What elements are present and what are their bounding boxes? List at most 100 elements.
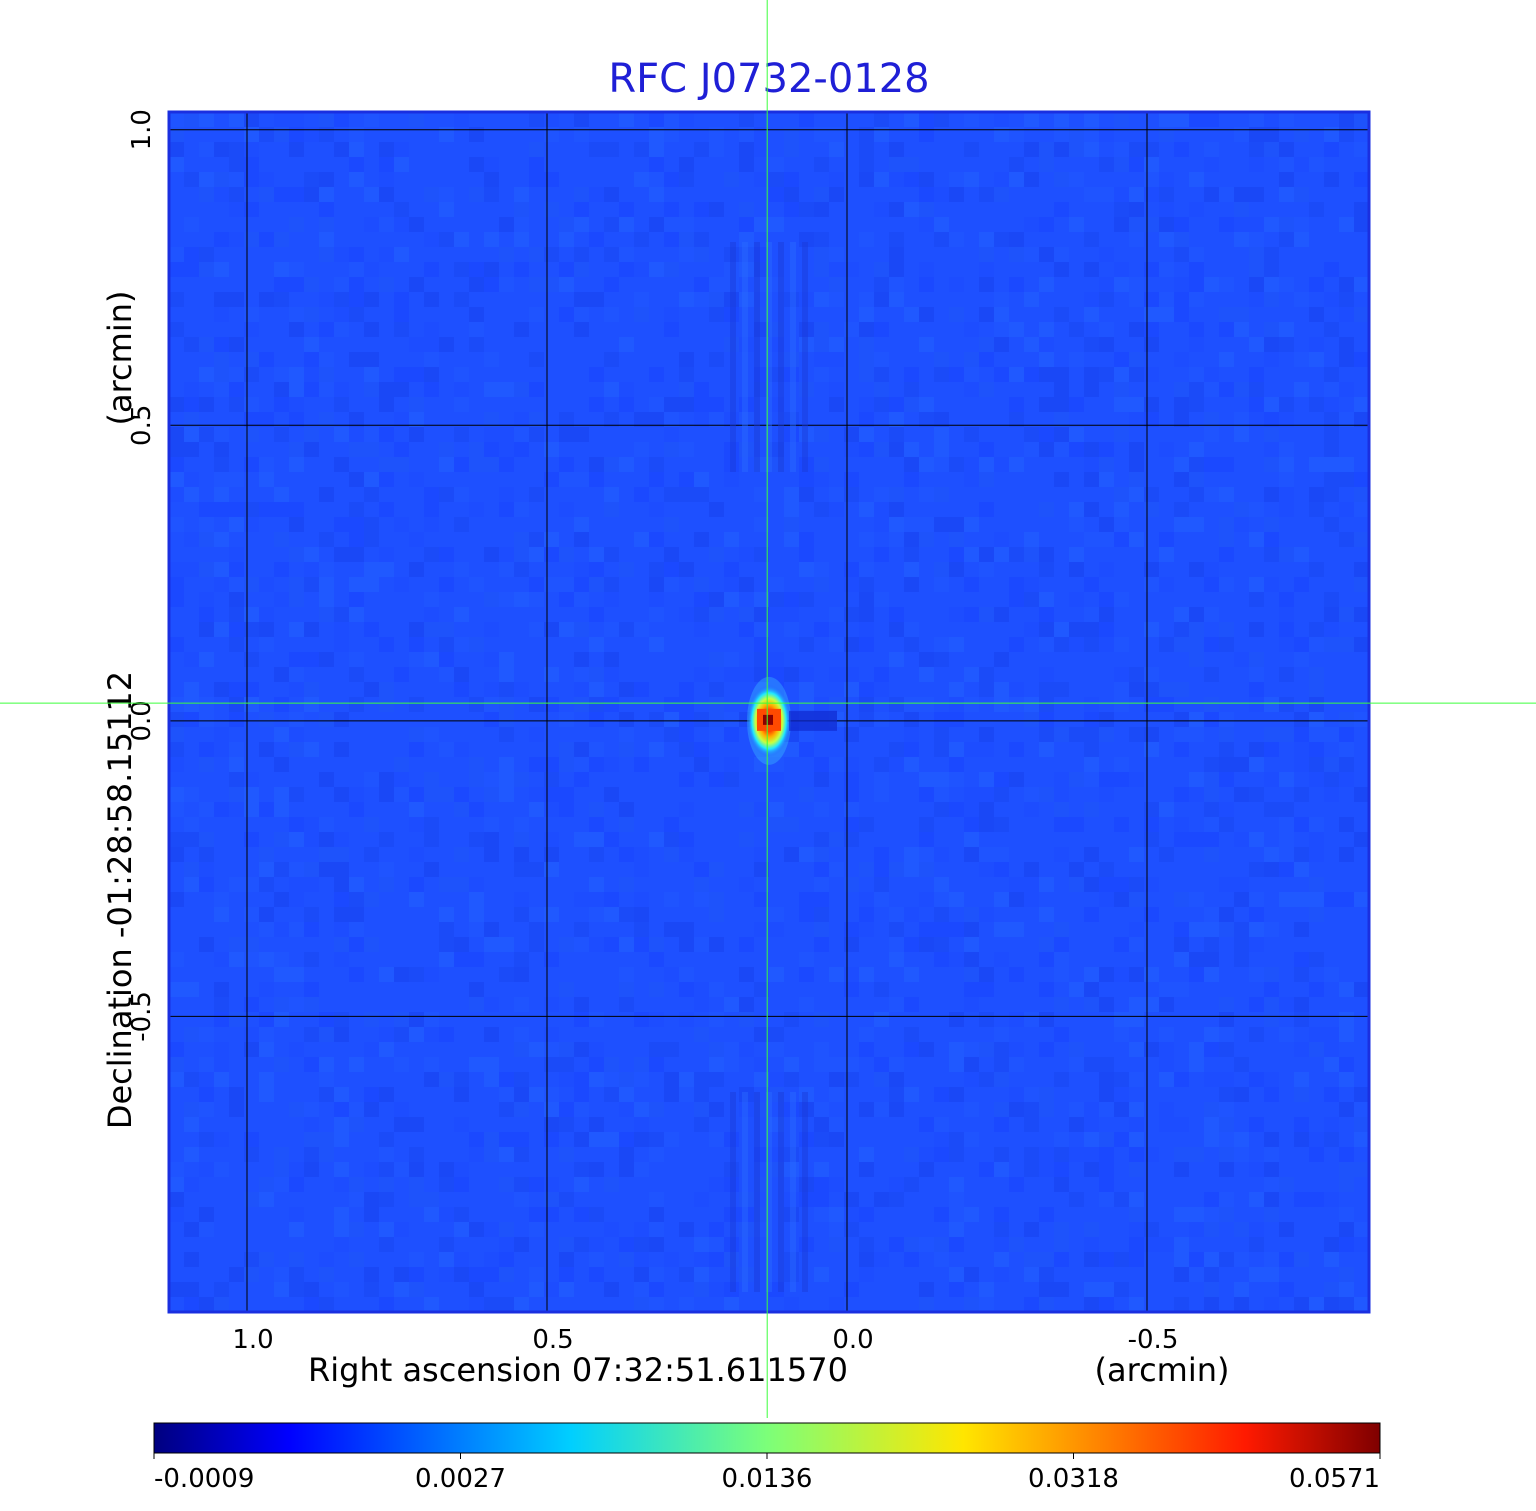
noise-pixel — [409, 727, 424, 742]
noise-pixel — [784, 667, 799, 682]
noise-pixel — [1009, 892, 1024, 907]
noise-pixel — [814, 892, 829, 907]
noise-pixel — [199, 397, 214, 412]
noise-pixel — [649, 367, 664, 382]
noise-pixel — [274, 757, 289, 772]
noise-pixel — [1084, 112, 1099, 127]
noise-pixel — [724, 772, 739, 787]
noise-pixel — [1189, 922, 1204, 937]
noise-pixel — [484, 1267, 499, 1282]
noise-pixel — [1234, 1147, 1249, 1162]
noise-pixel — [1039, 1252, 1054, 1267]
noise-pixel — [904, 847, 919, 862]
noise-pixel — [964, 907, 979, 922]
noise-pixel — [229, 712, 244, 727]
noise-pixel — [304, 577, 319, 592]
noise-pixel — [169, 637, 184, 652]
noise-pixel — [274, 1012, 289, 1027]
noise-pixel — [1039, 142, 1054, 157]
noise-pixel — [919, 1237, 934, 1252]
noise-pixel — [829, 967, 844, 982]
sidelobe-upper — [730, 242, 736, 472]
noise-pixel — [319, 1012, 334, 1027]
noise-pixel — [964, 427, 979, 442]
noise-pixel — [1084, 1297, 1099, 1312]
noise-pixel — [469, 1297, 484, 1312]
noise-pixel — [259, 412, 274, 427]
noise-pixel — [1234, 922, 1249, 937]
noise-pixel — [1264, 292, 1279, 307]
noise-pixel — [1264, 997, 1279, 1012]
noise-pixel — [1219, 712, 1234, 727]
plot-frame — [167, 110, 1371, 1314]
noise-pixel — [844, 877, 859, 892]
noise-pixel — [889, 427, 904, 442]
noise-pixel — [1024, 862, 1039, 877]
noise-pixel — [259, 457, 274, 472]
noise-pixel — [754, 622, 769, 637]
noise-pixel — [559, 1117, 574, 1132]
noise-pixel — [889, 1177, 904, 1192]
noise-pixel — [349, 667, 364, 682]
noise-pixel — [754, 892, 769, 907]
noise-pixel — [1129, 157, 1144, 172]
noise-pixel — [799, 742, 814, 757]
noise-pixel — [379, 1162, 394, 1177]
noise-pixel — [1009, 742, 1024, 757]
noise-pixel — [304, 367, 319, 382]
noise-pixel — [214, 502, 229, 517]
noise-pixel — [1249, 832, 1264, 847]
noise-pixel — [1309, 277, 1324, 292]
noise-pixel — [559, 802, 574, 817]
noise-pixel — [379, 247, 394, 262]
noise-pixel — [214, 172, 229, 187]
noise-pixel — [964, 1207, 979, 1222]
noise-pixel — [1309, 502, 1324, 517]
noise-pixel — [979, 727, 994, 742]
noise-pixel — [184, 397, 199, 412]
noise-pixel — [1324, 1282, 1339, 1297]
noise-pixel — [484, 547, 499, 562]
noise-pixel — [1324, 172, 1339, 187]
noise-pixel — [739, 1207, 754, 1222]
noise-pixel — [499, 1072, 514, 1087]
noise-pixel — [724, 1297, 739, 1312]
x-tick-label: 1.0 — [232, 1325, 273, 1355]
noise-pixel — [349, 1117, 364, 1132]
noise-pixel — [409, 1267, 424, 1282]
noise-pixel — [349, 307, 364, 322]
y-tick-labels: 1.00.50.0-0.5 — [127, 109, 157, 1042]
noise-pixel — [769, 457, 784, 472]
noise-pixel — [1294, 862, 1309, 877]
noise-pixel — [1009, 967, 1024, 982]
noise-pixel — [754, 142, 769, 157]
noise-pixel — [889, 412, 904, 427]
noise-pixel — [439, 487, 454, 502]
noise-pixel — [919, 1042, 934, 1057]
noise-pixel — [844, 922, 859, 937]
noise-pixel — [349, 172, 364, 187]
noise-pixel — [1174, 682, 1189, 697]
noise-pixel — [424, 1192, 439, 1207]
noise-pixel — [889, 202, 904, 217]
noise-pixel — [1129, 682, 1144, 697]
sidelobe-lower — [790, 1092, 796, 1292]
noise-pixel — [829, 1222, 844, 1237]
noise-pixel — [349, 352, 364, 367]
noise-pixel — [1234, 877, 1249, 892]
noise-pixel — [424, 322, 439, 337]
noise-pixel — [1264, 277, 1279, 292]
noise-pixel — [379, 1027, 394, 1042]
noise-pixel — [1054, 727, 1069, 742]
noise-pixel — [1189, 292, 1204, 307]
noise-pixel — [319, 202, 334, 217]
noise-pixel — [289, 1162, 304, 1177]
noise-pixel — [379, 862, 394, 877]
noise-pixel — [1204, 1132, 1219, 1147]
noise-pixel — [1294, 157, 1309, 172]
noise-pixel — [1309, 697, 1324, 712]
noise-pixel — [754, 172, 769, 187]
noise-pixel — [934, 457, 949, 472]
noise-pixel — [1324, 1132, 1339, 1147]
noise-pixel — [334, 1102, 349, 1117]
